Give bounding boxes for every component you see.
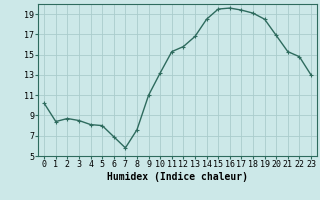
- X-axis label: Humidex (Indice chaleur): Humidex (Indice chaleur): [107, 172, 248, 182]
